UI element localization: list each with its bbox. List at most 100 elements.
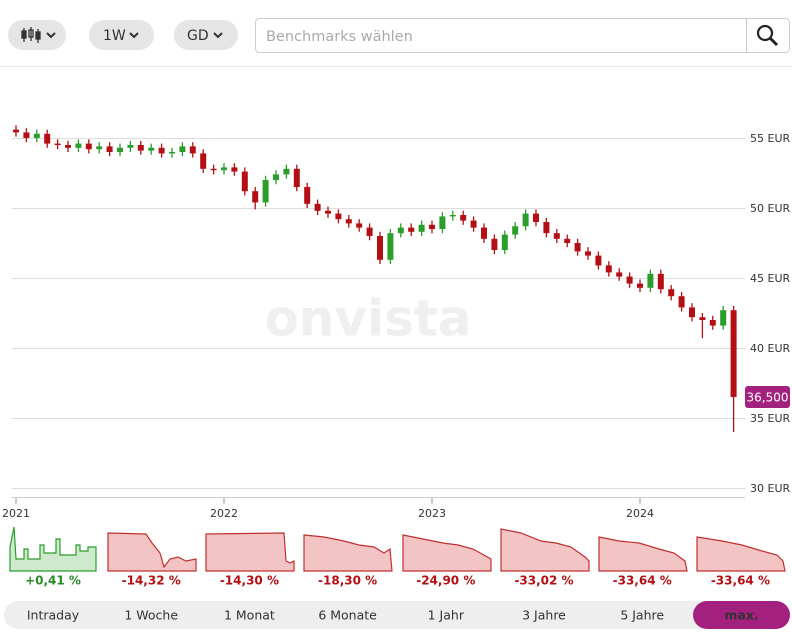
candle-body <box>616 272 623 277</box>
period-change: -18,30 % <box>318 574 377 588</box>
candle-body <box>387 233 394 260</box>
candle-body <box>668 289 675 297</box>
candle-body <box>169 152 175 154</box>
candle-body <box>283 168 290 175</box>
candle-body <box>564 238 571 243</box>
candle-body <box>709 320 716 326</box>
period-change: +0,41 % <box>25 574 81 588</box>
y-tick-label: 30 EUR <box>750 482 790 495</box>
candle-body <box>366 227 373 236</box>
candle-body <box>429 224 435 229</box>
candle-body <box>335 213 342 220</box>
watermark: onvista <box>264 290 471 348</box>
period-previews <box>9 526 786 572</box>
candle-body <box>85 143 92 150</box>
chart-type-button[interactable] <box>8 20 66 50</box>
candle-body <box>54 143 61 145</box>
indicator-label: GD <box>187 28 209 44</box>
candle-body <box>491 238 498 250</box>
candle-body <box>158 147 165 154</box>
candle-body <box>699 317 706 320</box>
candle-body <box>439 216 446 229</box>
candle-body <box>13 129 19 133</box>
period-change: -14,30 % <box>220 574 279 588</box>
candle-body <box>605 265 612 273</box>
candle-body <box>148 147 155 151</box>
price-badge <box>745 386 790 408</box>
period-tab[interactable]: max. <box>724 608 758 623</box>
period-change: -33,64 % <box>613 574 672 588</box>
candle-body <box>512 226 519 235</box>
period-tab[interactable]: 1 Monat <box>224 608 275 623</box>
candle-body <box>75 143 82 148</box>
candle-body <box>44 133 51 144</box>
candle-body <box>356 223 363 228</box>
candle-body <box>106 146 113 152</box>
candle-body <box>241 171 248 192</box>
candle-body <box>689 307 695 318</box>
search-placeholder: Benchmarks wählen <box>266 29 413 45</box>
candle-body <box>325 210 331 214</box>
candle-body <box>397 227 404 234</box>
y-tick-label: 40 EUR <box>750 342 790 355</box>
candle-body <box>553 233 560 239</box>
benchmark-search[interactable]: Benchmarks wählen <box>255 18 790 53</box>
candle-body <box>595 255 602 266</box>
indicator-button[interactable]: GD <box>174 20 238 50</box>
candle-body <box>408 227 415 232</box>
candle-body <box>179 146 186 152</box>
candle-body <box>626 276 633 284</box>
candle-body <box>252 191 259 203</box>
period-change: -24,90 % <box>416 574 475 588</box>
candle-body <box>481 227 487 239</box>
candle-body <box>33 133 40 138</box>
period-tab[interactable]: 5 Jahre <box>620 608 664 623</box>
preview <box>500 528 590 572</box>
period-change: -33,02 % <box>514 574 573 588</box>
price-label: 36,500 <box>747 391 789 405</box>
preview <box>696 536 786 572</box>
preview <box>205 532 295 572</box>
x-tick-label: 2024 <box>626 507 654 520</box>
candle-body <box>65 145 71 148</box>
plot: 30 EUR 35 EUR 40 EUR 45 EUR 50 EUR 55 EUR 2021… <box>2 125 790 520</box>
candle-body <box>501 234 508 250</box>
x-tick-label: 2021 <box>2 507 30 520</box>
candle-body <box>345 219 352 224</box>
candle-body <box>117 147 123 152</box>
preview <box>402 534 492 572</box>
candle-body <box>533 213 539 222</box>
candle-body <box>730 310 737 397</box>
candle-body <box>96 146 103 150</box>
candle-body <box>460 215 467 221</box>
candle-body <box>637 283 643 288</box>
candle-body <box>449 215 456 217</box>
interval-label: 1W <box>103 28 126 44</box>
candle-body <box>221 167 227 171</box>
candle-body <box>127 145 134 148</box>
candle-body <box>418 224 425 232</box>
period-tab[interactable]: 3 Jahre <box>522 608 566 623</box>
preview <box>303 534 393 572</box>
candle-body <box>304 187 311 204</box>
candle-body <box>231 167 238 172</box>
period-tab[interactable]: 1 Jahr <box>428 608 465 623</box>
candle-body <box>720 310 727 326</box>
period-list: +0,41 % Intraday -14,32 % 1 Woche -14,30 % 1 … <box>25 574 790 629</box>
period-tabs <box>4 601 790 629</box>
y-tick-label: 45 EUR <box>750 272 790 285</box>
candle-body <box>200 153 207 169</box>
x-tick-label: 2022 <box>210 507 238 520</box>
candle-body <box>273 174 279 180</box>
period-tab[interactable]: Intraday <box>27 608 80 623</box>
y-tick-label: 35 EUR <box>750 412 790 425</box>
x-tick-label: 2023 <box>418 507 446 520</box>
period-tab[interactable]: 1 Woche <box>124 608 178 623</box>
period-tab[interactable]: 6 Monate <box>318 608 377 623</box>
candle-body <box>262 180 269 203</box>
interval-button[interactable]: 1W <box>89 20 154 50</box>
candle-body <box>189 146 196 154</box>
candle-body <box>678 296 685 308</box>
period-change: -14,32 % <box>122 574 181 588</box>
